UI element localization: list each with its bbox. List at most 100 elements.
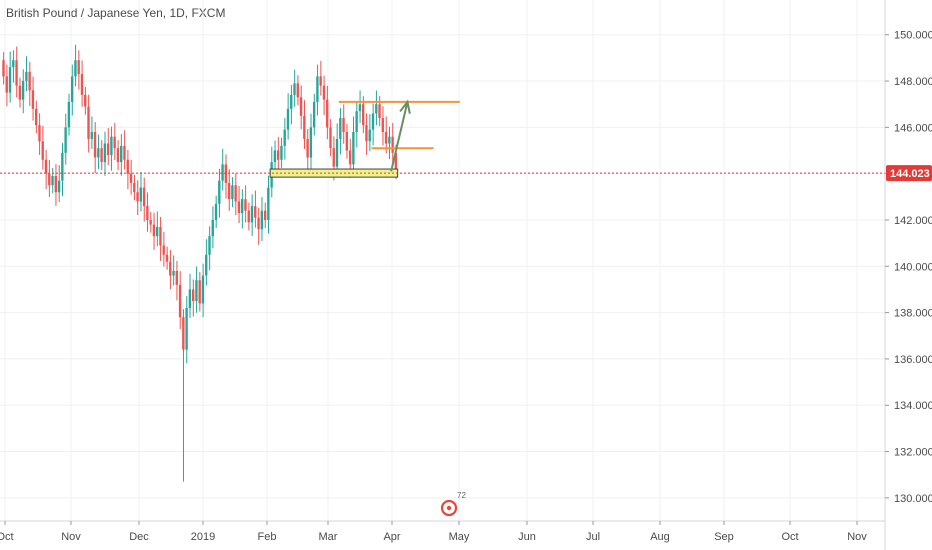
candle-body: [283, 129, 286, 146]
candle-body: [152, 224, 156, 237]
candle-body: [70, 76, 74, 102]
candle-body: [339, 118, 342, 139]
candle-body: [198, 280, 201, 304]
candle-body: [84, 94, 87, 107]
tradingview-logo-icon: 72: [440, 491, 466, 517]
candle-body: [142, 187, 146, 207]
candle-body: [375, 104, 378, 114]
candle-body: [103, 143, 107, 163]
candle-body: [368, 129, 371, 142]
candle-body: [319, 76, 322, 86]
candle-body: [388, 136, 391, 144]
candle-body: [365, 125, 368, 142]
candle-body: [381, 118, 384, 132]
candle-body: [44, 159, 48, 174]
candle-body: [93, 131, 97, 158]
x-tick-label: Aug: [650, 531, 670, 543]
candle-body: [106, 143, 110, 156]
candle-body: [303, 115, 306, 139]
candle-body: [211, 219, 214, 237]
x-tick-label: Nov: [847, 531, 867, 543]
candle-body: [67, 101, 71, 128]
candle-body: [201, 275, 205, 304]
candle-body: [221, 164, 224, 181]
candle-body: [296, 83, 299, 98]
candle-body: [280, 145, 283, 160]
candle-body: [254, 206, 257, 218]
current-price-label: 144.023: [890, 168, 930, 180]
candle-body: [241, 199, 244, 214]
candle-body: [182, 317, 185, 350]
drawing-annotations[interactable]: [269, 99, 460, 178]
candle-body: [348, 150, 352, 165]
candle-body: [38, 125, 41, 142]
candle-body: [293, 83, 296, 95]
candle-body: [195, 280, 198, 302]
candle-body: [77, 60, 80, 75]
candle-body: [165, 254, 169, 262]
candle-body: [231, 185, 234, 200]
candle-body: [352, 131, 355, 165]
candle-body: [90, 131, 93, 139]
candle-body: [31, 90, 35, 109]
candle-body: [54, 175, 57, 193]
candle-body: [227, 182, 231, 200]
candle-body: [247, 210, 250, 223]
y-tick-label: 140.000: [894, 261, 932, 273]
candle-body: [48, 173, 51, 186]
candle-body: [306, 138, 309, 158]
x-tick-label: Jul: [586, 531, 600, 543]
candle-body: [2, 60, 5, 77]
candle-body: [329, 127, 332, 149]
candle-body: [378, 104, 381, 119]
candle-body: [358, 104, 362, 112]
grid-lines: [0, 0, 885, 521]
candle-body: [74, 60, 77, 77]
candle-body: [80, 74, 84, 95]
candle-body: [113, 136, 116, 149]
price-axis[interactable]: 130.000 132.000 134.000 136.000 138.000 140.0…: [885, 30, 932, 505]
candle-body: [15, 60, 18, 86]
candle-body: [273, 150, 277, 163]
candle-body: [185, 307, 188, 350]
candle-body: [208, 236, 211, 255]
candle-body: [218, 180, 221, 204]
candle-body: [136, 192, 139, 202]
candle-body: [391, 136, 394, 153]
candle-body: [286, 108, 290, 130]
candle-body: [299, 97, 303, 116]
candle-body: [276, 150, 280, 160]
candle-body: [57, 180, 61, 193]
watermark-text: 72: [457, 491, 466, 500]
candle-body: [28, 71, 31, 91]
candle-body: [309, 127, 313, 158]
y-tick-label: 142.000: [894, 215, 932, 227]
candle-body: [87, 106, 90, 139]
candle-body: [126, 159, 129, 174]
candle-body: [146, 206, 149, 220]
candle-body: [362, 104, 365, 126]
candle-body: [25, 71, 28, 82]
candle-body: [169, 261, 172, 276]
candle-body: [316, 76, 319, 102]
candle-body: [41, 141, 44, 160]
y-tick-label: 146.000: [894, 122, 932, 134]
candle-body: [214, 203, 218, 220]
candle-body: [384, 131, 388, 144]
y-tick-label: 148.000: [894, 76, 932, 88]
candle-body: [260, 210, 263, 230]
candle-body: [250, 206, 254, 223]
x-tick-label: May: [449, 531, 470, 543]
candle-body: [159, 226, 162, 246]
candle-body: [342, 118, 345, 132]
candle-body: [332, 148, 335, 167]
candle-body: [100, 148, 103, 163]
candle-body: [8, 67, 12, 93]
time-axis[interactable]: Oct Nov Dec 2019 Feb Mar Apr May Jun Jul Aug Sep Oct…: [0, 521, 867, 543]
projection-arrow-head: [399, 99, 411, 114]
current-price-tag: 144.023: [886, 165, 932, 182]
x-tick-label: Oct: [781, 531, 798, 543]
candle-body: [97, 148, 100, 158]
x-tick-label: Jun: [518, 531, 536, 543]
